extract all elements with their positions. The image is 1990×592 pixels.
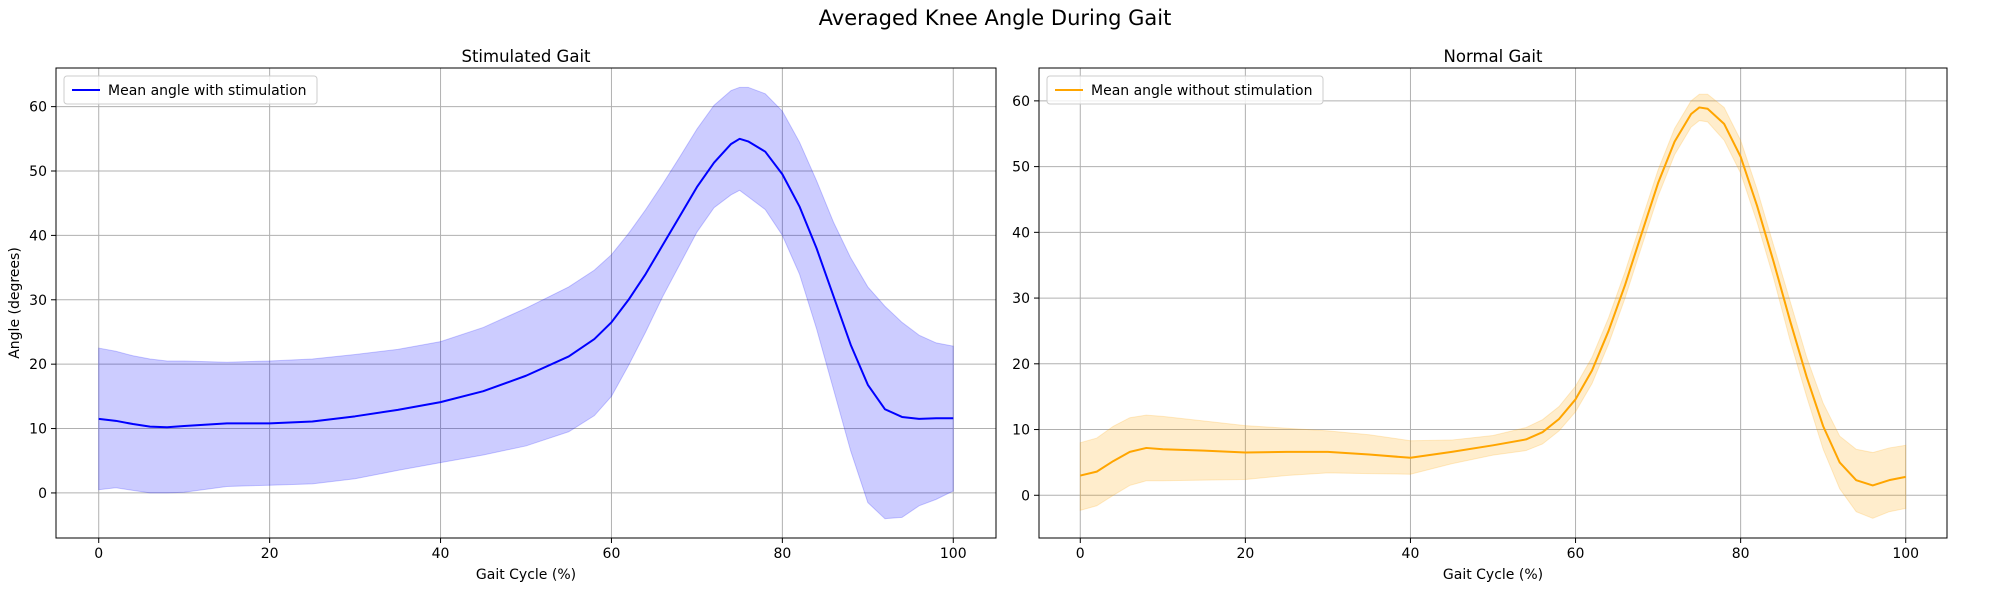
normal-gait-x-tick-label: 0	[1076, 546, 1085, 562]
normal-gait-y-tick-label: 30	[1012, 291, 1030, 307]
normal-gait-x-tick-label: 20	[1236, 546, 1254, 562]
normal-gait-axes-frame	[1038, 67, 1948, 539]
stimulated-gait-y-tick-label: 20	[29, 357, 47, 373]
stimulated-gait-axes-frame	[55, 67, 997, 539]
stimulated-gait-std-band	[98, 86, 954, 520]
normal-gait-x-axis-label: Gait Cycle (%)	[1443, 567, 1543, 583]
stimulated-gait-x-axis-label: Gait Cycle (%)	[476, 567, 576, 583]
stimulated-gait-y-tick-label: 60	[29, 100, 47, 116]
stimulated-gait-x-tick-label: 20	[261, 546, 279, 562]
normal-gait-y-tick-label: 10	[1012, 423, 1030, 439]
figure-title: Averaged Knee Angle During Gait	[819, 6, 1172, 30]
stimulated-gait-series	[98, 86, 954, 520]
stimulated-gait-x-tick-label: 80	[773, 546, 791, 562]
normal-gait-y-tick-label: 0	[1021, 488, 1030, 504]
normal-gait-x-tick-label: 40	[1402, 546, 1420, 562]
stimulated-gait-title: Stimulated Gait	[461, 47, 591, 66]
stimulated-gait-y-tick-label: 40	[29, 228, 47, 244]
stimulated-gait-y-tick-label: 50	[29, 164, 47, 180]
normal-gait-x-tick-label: 80	[1732, 546, 1750, 562]
stimulated-gait-legend-label: Mean angle with stimulation	[108, 83, 307, 99]
stimulated-gait-panel: 0 20 40 60 80 100 0 10 20 30 40 50 60 Stimulated Gait…	[7, 47, 997, 583]
stimulated-gait-x-tick-label: 0	[94, 546, 103, 562]
normal-gait-std-band	[1079, 93, 1907, 519]
normal-gait-x-tick-label: 60	[1567, 546, 1585, 562]
normal-gait-series	[1079, 93, 1907, 519]
normal-gait-y-tick-label: 40	[1012, 225, 1030, 241]
normal-gait-legend-box	[1046, 75, 1324, 105]
stimulated-gait-legend: Mean angle with stimulation	[63, 75, 318, 105]
stimulated-gait-x-tick-label: 100	[940, 546, 967, 562]
normal-gait-y-tick-label: 60	[1012, 94, 1030, 110]
stimulated-gait-x-tick-label: 40	[432, 546, 450, 562]
stimulated-gait-mean-line	[98, 137, 954, 429]
stimulated-gait-x-tick-label: 60	[603, 546, 621, 562]
normal-gait-title: Normal Gait	[1444, 47, 1543, 66]
normal-gait-legend-label: Mean angle without stimulation	[1091, 83, 1312, 99]
stimulated-gait-y-tick-label: 30	[29, 293, 47, 309]
normal-gait-y-tick-label: 20	[1012, 357, 1030, 373]
stimulated-gait-grid	[56, 68, 996, 538]
stimulated-gait-y-axis-label: Angle (degrees)	[7, 247, 23, 359]
stimulated-gait-legend-box	[63, 75, 318, 105]
stimulated-gait-y-tick-label: 10	[29, 422, 47, 438]
normal-gait-mean-line	[1080, 106, 1906, 487]
normal-gait-y-tick-label: 50	[1012, 160, 1030, 176]
stimulated-gait-y-tick-label: 0	[38, 486, 47, 502]
normal-gait-legend: Mean angle without stimulation	[1046, 75, 1324, 105]
normal-gait-panel: 0 20 40 60 80 100 0 10 20 30 40 50 60 Normal Gait Gait…	[1012, 47, 1948, 583]
normal-gait-x-tick-label: 100	[1892, 546, 1919, 562]
